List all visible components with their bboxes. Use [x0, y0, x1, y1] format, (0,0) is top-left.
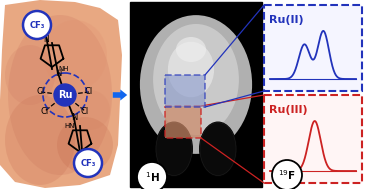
Circle shape	[272, 160, 302, 189]
Text: N: N	[43, 36, 49, 44]
Text: Cl: Cl	[41, 106, 49, 115]
Ellipse shape	[5, 95, 75, 185]
Bar	[130, 2, 262, 187]
Ellipse shape	[70, 90, 110, 130]
Circle shape	[137, 162, 167, 189]
Text: Cl: Cl	[37, 88, 45, 97]
Bar	[264, 95, 362, 183]
Text: NH: NH	[59, 66, 69, 72]
Ellipse shape	[140, 15, 252, 154]
Bar	[264, 5, 362, 91]
Text: Ru: Ru	[58, 90, 72, 100]
Ellipse shape	[200, 122, 236, 176]
Text: N: N	[55, 68, 61, 77]
Text: Cl: Cl	[85, 88, 93, 97]
Ellipse shape	[155, 122, 193, 177]
PathPatch shape	[0, 0, 122, 188]
Circle shape	[54, 84, 76, 106]
Ellipse shape	[199, 122, 237, 177]
Text: N: N	[82, 150, 88, 160]
Ellipse shape	[168, 42, 214, 97]
Circle shape	[23, 11, 51, 39]
Text: Ru(III): Ru(III)	[269, 105, 308, 115]
Ellipse shape	[156, 122, 192, 176]
Text: HN: HN	[65, 123, 75, 129]
Text: CF₃: CF₃	[80, 159, 96, 167]
Ellipse shape	[176, 37, 206, 62]
Text: $^{1}$H: $^{1}$H	[145, 170, 160, 184]
Ellipse shape	[8, 15, 112, 175]
Text: Cl: Cl	[81, 106, 89, 115]
Circle shape	[74, 149, 102, 177]
Text: N: N	[71, 114, 77, 122]
Text: $^{19}$F: $^{19}$F	[278, 168, 296, 182]
Bar	[165, 75, 205, 107]
Text: Ru(II): Ru(II)	[269, 15, 304, 25]
Ellipse shape	[5, 45, 55, 105]
Ellipse shape	[43, 20, 107, 90]
Ellipse shape	[57, 117, 113, 173]
Ellipse shape	[153, 24, 239, 135]
Bar	[165, 106, 201, 138]
Text: CF₃: CF₃	[29, 20, 45, 29]
